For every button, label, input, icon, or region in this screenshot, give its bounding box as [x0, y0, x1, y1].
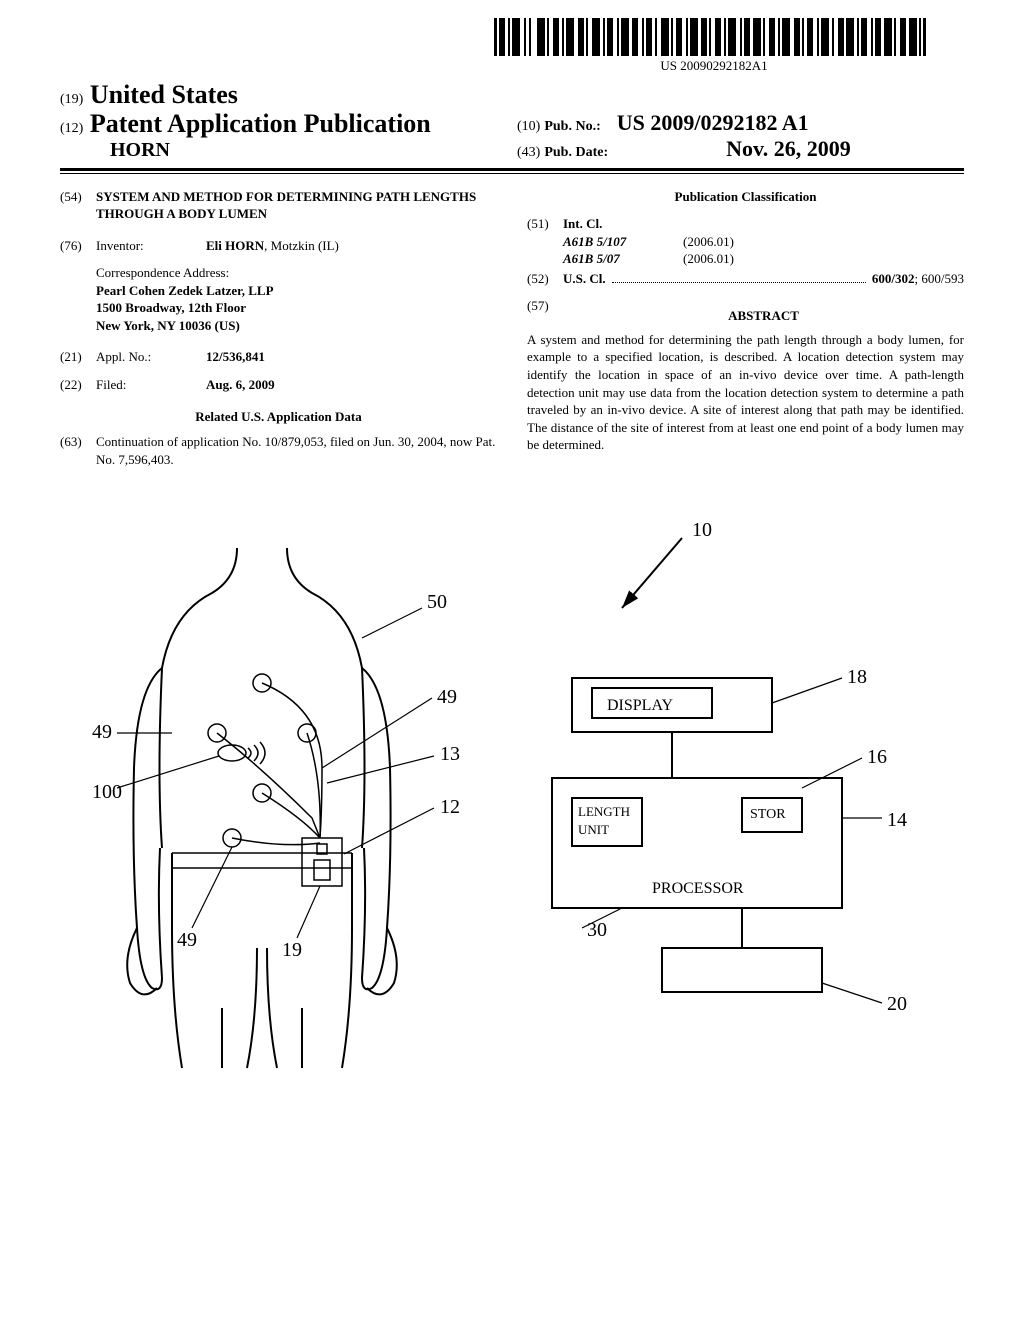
related-heading: Related U.S. Application Data	[60, 408, 497, 426]
uscl-value-rest: ; 600/593	[915, 270, 964, 288]
intcl-num: (51)	[527, 215, 563, 268]
pubclass-heading: Publication Classification	[527, 188, 964, 206]
leaders-right	[582, 678, 882, 1003]
kind-num: (12)	[60, 121, 83, 136]
body-columns: (54) SYSTEM AND METHOD FOR DETERMINING P…	[60, 188, 964, 479]
country-num: (19)	[60, 92, 83, 107]
filed-value: Aug. 6, 2009	[206, 376, 497, 394]
corr-line-2: New York, NY 10036 (US)	[96, 317, 497, 335]
uscl-dots	[612, 272, 866, 283]
title: SYSTEM AND METHOD FOR DETERMINING PATH L…	[96, 188, 497, 223]
label-30: 30	[587, 919, 607, 941]
label-100: 100	[92, 781, 122, 803]
title-num: (54)	[60, 188, 96, 223]
label-18: 18	[847, 666, 867, 688]
corr-label: Correspondence Address:	[96, 264, 497, 282]
pubdate-value: Nov. 26, 2009	[726, 136, 851, 161]
appl-num: (21)	[60, 348, 96, 366]
divider-thick	[60, 168, 964, 171]
inventor-loc: , Motzkin (IL)	[264, 238, 339, 253]
label-display: DISPLAY	[607, 697, 674, 714]
appl-value: 12/536,841	[206, 348, 497, 366]
right-column: Publication Classification (51) Int. Cl.…	[527, 188, 964, 479]
uscl-num: (52)	[527, 270, 563, 288]
inventor-value: Eli HORN	[206, 238, 264, 253]
abstract-num: (57)	[527, 297, 563, 331]
figure-svg: 10 50 49 49 100 13 12 49 19 18 16 14 30 …	[60, 508, 964, 1088]
label-processor: PROCESSOR	[652, 880, 744, 897]
abstract-heading: ABSTRACT	[563, 307, 964, 325]
inventor-num: (76)	[60, 237, 96, 255]
label-unit: UNIT	[578, 822, 609, 837]
figure-numbers: 10 50 49 49 100 13 12 49 19 18 16 14 30 …	[92, 519, 907, 1015]
label-16: 16	[867, 746, 887, 768]
pubno-num: (10)	[517, 119, 540, 134]
intcl-cls-1: A61B 5/07	[563, 250, 683, 268]
barcode	[494, 18, 934, 56]
label-12: 12	[440, 796, 460, 818]
cont-text: Continuation of application No. 10/879,0…	[96, 433, 497, 468]
label-13: 13	[440, 743, 460, 765]
label-stor: STOR	[750, 807, 786, 822]
barcode-text: US 20090292182A1	[494, 58, 934, 74]
label-20: 20	[887, 993, 907, 1015]
country: United States	[90, 80, 238, 109]
appl-label: Appl. No.:	[96, 348, 206, 366]
figure: 10 50 49 49 100 13 12 49 19 18 16 14 30 …	[60, 508, 964, 1088]
inventor-label: Inventor:	[96, 237, 206, 255]
pubdate-num: (43)	[517, 145, 540, 160]
intcl-ver-0: (2006.01)	[683, 233, 734, 251]
label-49b: 49	[92, 721, 112, 743]
body-outline	[127, 548, 397, 1068]
pubno-value: US 2009/0292182 A1	[617, 110, 809, 135]
label-10: 10	[692, 519, 712, 541]
intcl-ver-1: (2006.01)	[683, 250, 734, 268]
abstract-text: A system and method for determining the …	[527, 331, 964, 454]
sensors	[208, 674, 316, 847]
label-50: 50	[427, 591, 447, 613]
pubno-label: Pub. No.:	[544, 119, 600, 134]
corr-line-1: 1500 Broadway, 12th Floor	[96, 299, 497, 317]
patent-page: US 20090292182A1 (19) United States (12)…	[0, 0, 1024, 1320]
inventor-header: HORN	[110, 139, 507, 162]
uscl-value-bold: 600/302	[872, 270, 915, 288]
filed-label: Filed:	[96, 376, 206, 394]
filed-num: (22)	[60, 376, 96, 394]
cont-num: (63)	[60, 433, 96, 468]
label-length: LENGTH	[578, 804, 630, 819]
intcl-cls-0: A61B 5/107	[563, 233, 683, 251]
corr-line-0: Pearl Cohen Zedek Latzer, LLP	[96, 282, 497, 300]
divider-thin	[60, 173, 964, 174]
kind: Patent Application Publication	[90, 109, 431, 138]
label-49a: 49	[437, 686, 457, 708]
label-14: 14	[887, 809, 907, 831]
uscl-label: U.S. Cl.	[563, 270, 606, 288]
label-19: 19	[282, 939, 302, 961]
barcode-block: US 20090292182A1	[494, 18, 934, 74]
header: (19) United States (12) Patent Applicati…	[60, 80, 964, 162]
label-49c: 49	[177, 929, 197, 951]
pubdate-label: Pub. Date:	[544, 145, 608, 160]
left-column: (54) SYSTEM AND METHOD FOR DETERMINING P…	[60, 188, 497, 479]
intcl-label: Int. Cl.	[563, 215, 964, 233]
